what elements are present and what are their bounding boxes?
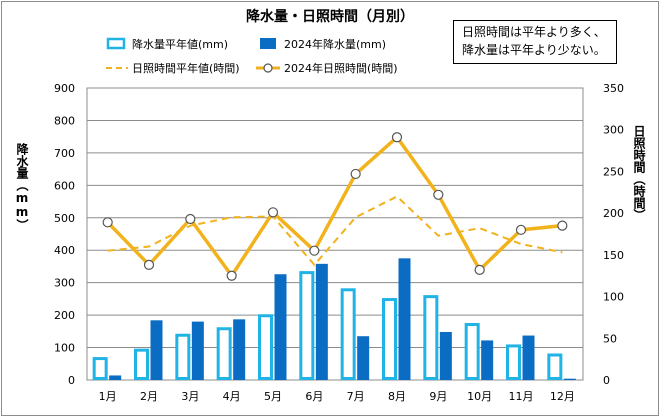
y-right-tick-label: 350 [603,82,624,95]
marker-2024-sunshine [185,213,196,225]
y-axis-right-label: 日照時間（時間） [632,125,646,221]
y-left-tick-label: 300 [54,277,75,290]
marker-2024-sunshine [267,207,279,218]
legend-label: 日照時間平年値(時間) [132,61,240,75]
y-left-tick-label: 800 [54,114,75,127]
marker-2024-sunshine [391,132,403,143]
marker-2024-sunshine [515,224,527,235]
bar-2024-precip [191,321,204,380]
y-left-tick-label: 700 [54,147,75,160]
bar-normal-precip [423,295,439,380]
x-tick-label: 1月 [99,390,117,403]
legend-label: 降水量平年値(mm) [132,37,228,51]
x-tick-label: 12月 [550,390,575,403]
marker-2024-sunshine [474,264,485,275]
bar-normal-precip [258,314,273,381]
y-left-tick-label: 500 [54,212,75,225]
bar-normal-precip [134,348,149,381]
bar-2024-precip [109,375,122,380]
y-left-tick-label: 600 [54,179,75,192]
bar-normal-precip [382,298,397,380]
bar-normal-precip [92,357,108,381]
y-right-tick-label: 100 [603,291,624,304]
x-tick-label: 7月 [347,390,365,403]
bar-2024-precip [357,336,370,380]
y-left-tick-label: 400 [54,244,75,257]
y-right-tick-label: 300 [603,124,624,137]
y-left-tick-label: 200 [54,309,75,322]
bar-2024-precip [522,335,535,380]
y-right-tick-label: 150 [603,249,624,262]
bar-2024-precip [274,274,287,380]
y-right-tick-label: 0 [603,374,610,387]
x-tick-label: 11月 [509,390,534,403]
line-2024-sunshine [106,134,563,279]
bar-2024-precip [563,378,576,380]
x-tick-label: 4月 [223,390,241,403]
marker-2024-sunshine [557,220,568,231]
x-tick-label: 8月 [388,390,406,403]
plot-area [86,87,584,381]
note-line-2: 降水量は平年より少ない。 [462,43,606,57]
marker-2024-sunshine [226,270,237,281]
bar-2024-precip [315,263,328,380]
x-tick-label: 9月 [429,390,447,403]
marker-2024-sunshine [143,259,155,270]
bar-2024-precip [439,331,452,380]
marker-2024-sunshine [102,217,113,228]
legend-swatch-2024-sunshine-marker [263,63,273,73]
marker-2024-sunshine [350,168,361,180]
legend-swatch-normal-precip [106,37,126,50]
y-right-tick-label: 250 [603,165,624,178]
bar-normal-precip [464,323,480,380]
bar-normal-precip [175,333,191,380]
y-right-tick-label: 50 [603,332,617,345]
bar-normal-precip [216,327,232,380]
note-box: 日照時間は平年より多く、 降水量は平年より少ない。 [453,20,617,64]
y-left-tick-label: 100 [54,342,75,355]
marker-2024-sunshine [309,245,320,256]
bar-2024-precip [233,319,246,380]
marker-2024-sunshine [433,189,444,200]
bar-normal-precip [506,344,521,380]
y-left-tick-label: 900 [54,82,75,95]
bar-2024-precip [481,340,494,380]
bar-2024-precip [150,320,163,380]
x-tick-label: 3月 [181,390,199,403]
line-normal-sunshine [107,195,563,267]
y-axis-left-label: 降水量（mm） [15,143,29,231]
bar-normal-precip [299,271,315,380]
legend-swatch-2024-precip [260,38,276,49]
x-tick-label: 6月 [305,390,323,403]
bar-normal-precip [340,288,356,380]
legend-label: 2024年降水量(mm) [284,37,386,51]
legend-label: 2024年日照時間(時間) [284,61,398,75]
bar-2024-precip [398,258,411,380]
chart-title: 降水量・日照時間（月別） [246,9,414,25]
note-line-1: 日照時間は平年より多く、 [462,25,606,39]
x-tick-label: 2月 [140,390,158,403]
bar-normal-precip [547,353,563,381]
x-tick-label: 10月 [467,390,492,403]
y-right-tick-label: 200 [603,207,624,220]
x-tick-label: 5月 [264,390,282,403]
y-left-tick-label: 0 [68,374,75,387]
